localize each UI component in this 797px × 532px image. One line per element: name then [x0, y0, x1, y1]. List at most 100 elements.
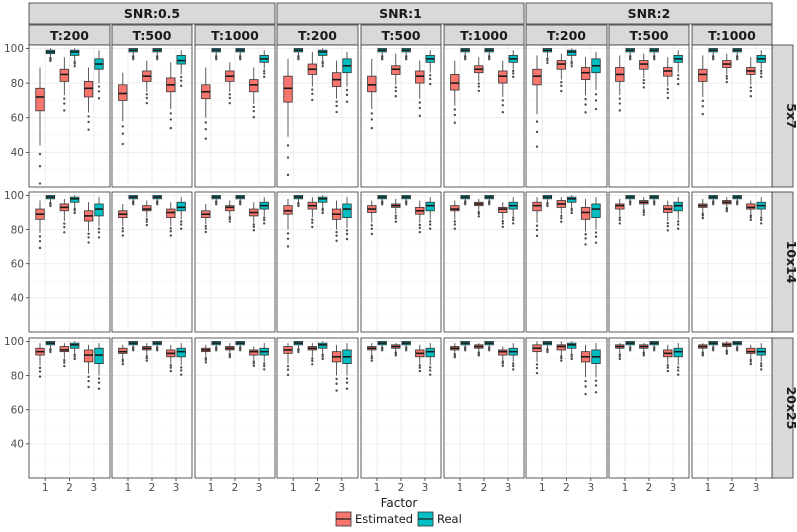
- legend-title: Factor: [381, 496, 418, 510]
- outlier-point: [38, 246, 42, 250]
- outlier-point: [169, 234, 172, 237]
- outlier-point: [321, 207, 324, 210]
- outlier-point: [725, 80, 728, 84]
- x-tick-label: 3: [505, 482, 512, 494]
- outlier-point: [546, 203, 549, 206]
- outlier-point: [228, 101, 231, 105]
- panel: [525, 191, 608, 333]
- outlier-point: [618, 218, 621, 222]
- panel-border: [360, 44, 442, 188]
- outlier-point: [370, 356, 373, 360]
- snr-strip-label: SNR:2: [628, 6, 671, 21]
- outlier-point: [546, 204, 549, 208]
- box-real: [567, 196, 577, 203]
- outlier-point: [156, 349, 159, 352]
- outlier-point: [760, 216, 763, 219]
- outlier-point: [594, 107, 598, 111]
- box-estimated: [59, 68, 69, 82]
- panel: [28, 337, 111, 481]
- outlier-point: [180, 84, 183, 88]
- outlier-point: [87, 120, 90, 124]
- t-strip-label: T:500: [133, 28, 172, 43]
- box-estimated: [225, 205, 235, 212]
- box-estimated: [556, 60, 566, 70]
- outlier-point: [642, 210, 645, 214]
- outlier-point: [286, 173, 290, 177]
- t-strip-label: T:200: [298, 28, 337, 43]
- outlier-point: [38, 370, 42, 373]
- outlier-point: [546, 57, 549, 60]
- outlier-point: [584, 385, 587, 388]
- outlier-point: [629, 347, 632, 350]
- outlier-point: [169, 227, 172, 230]
- outlier-point: [239, 201, 242, 204]
- outlier-point: [405, 58, 408, 61]
- outlier-point: [488, 58, 491, 61]
- outlier-point: [204, 358, 207, 362]
- panel-border: [194, 191, 276, 333]
- outlier-point: [180, 373, 183, 376]
- outlier-point: [121, 132, 125, 135]
- outlier-point: [453, 354, 456, 357]
- panel-border: [525, 44, 608, 188]
- outlier-point: [546, 61, 549, 65]
- outlier-point: [156, 201, 159, 204]
- outlier-point: [760, 362, 763, 365]
- outlier-point: [501, 225, 504, 229]
- box-estimated: [556, 344, 566, 351]
- panel-border: [691, 44, 773, 188]
- outlier-point: [49, 350, 52, 354]
- outlier-point: [132, 203, 135, 206]
- outlier-point: [321, 62, 324, 65]
- box-estimated: [35, 87, 45, 112]
- x-tick-label: 3: [753, 482, 760, 494]
- box-estimated: [59, 346, 69, 353]
- outlier-point: [252, 229, 255, 232]
- y-tick-label: 100: [4, 190, 24, 202]
- outlier-point: [97, 97, 101, 100]
- outlier-point: [535, 130, 539, 134]
- outlier-point: [429, 373, 432, 376]
- outlier-point: [666, 366, 669, 369]
- outlier-point: [215, 58, 218, 61]
- outlier-point: [345, 387, 349, 390]
- panel: [276, 44, 359, 188]
- box-real: [591, 203, 601, 219]
- outlier-point: [642, 81, 645, 85]
- x-tick-label: 2: [729, 482, 736, 494]
- outlier-point: [546, 350, 549, 354]
- outlier-point: [642, 209, 645, 212]
- outlier-point: [239, 56, 242, 59]
- outlier-point: [464, 349, 467, 352]
- outlier-point: [570, 62, 573, 65]
- outlier-point: [73, 209, 76, 212]
- outlier-point: [725, 208, 728, 211]
- outlier-point: [145, 356, 148, 360]
- outlier-point: [736, 56, 739, 59]
- outlier-point: [370, 118, 373, 121]
- t-strip-label: T:500: [382, 28, 421, 43]
- outlier-point: [156, 58, 159, 61]
- outlier-point: [49, 203, 52, 206]
- t-strip-label: T:200: [50, 28, 89, 43]
- outlier-point: [560, 214, 563, 218]
- outlier-point: [370, 112, 373, 115]
- outlier-point: [121, 230, 125, 233]
- box-real: [176, 347, 186, 358]
- outlier-point: [535, 234, 539, 238]
- outlier-point: [239, 203, 242, 206]
- outlier-point: [653, 201, 656, 204]
- y-tick-label: 80: [11, 224, 24, 236]
- outlier-point: [297, 204, 300, 208]
- outlier-point: [453, 108, 456, 111]
- outlier-point: [169, 112, 172, 115]
- box-estimated: [532, 201, 542, 212]
- outlier-point: [97, 231, 101, 234]
- outlier-point: [345, 100, 349, 104]
- outlier-point: [73, 60, 76, 64]
- outlier-point: [629, 349, 632, 352]
- x-tick-label: 3: [422, 482, 429, 494]
- x-tick-label: 3: [587, 482, 594, 494]
- outlier-point: [464, 58, 467, 61]
- box-real: [70, 196, 80, 203]
